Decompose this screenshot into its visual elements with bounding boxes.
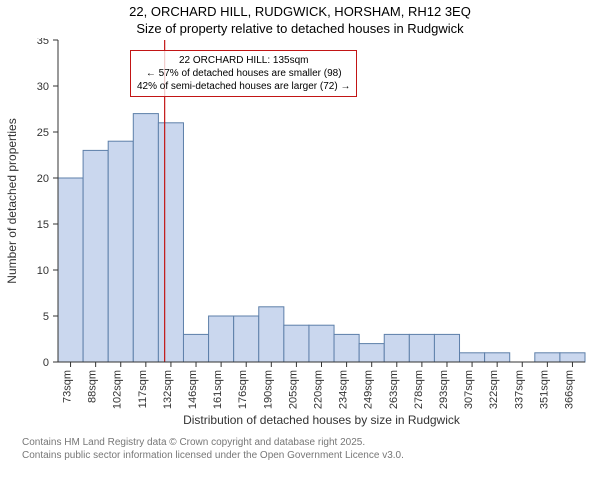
histogram-svg: 0 5 10 15 20 25 30 35 73sqm 88sqm 102sqm 117sqm 132s… xyxy=(0,38,600,434)
bar xyxy=(284,325,309,362)
y-tick-label: 5 xyxy=(43,311,49,323)
bar xyxy=(259,307,284,362)
annotation-line-1: 22 ORCHARD HILL: 135sqm xyxy=(137,54,350,67)
bar xyxy=(83,150,108,362)
bar xyxy=(158,123,183,362)
y-tick-label: 0 xyxy=(43,357,49,369)
bar xyxy=(108,141,133,362)
y-tick-label: 10 xyxy=(37,265,49,277)
y-tick-label: 30 xyxy=(37,81,49,93)
footer-block: Contains HM Land Registry data © Crown c… xyxy=(0,436,600,462)
bar xyxy=(535,353,560,362)
y-axis-label: Number of detached properties xyxy=(5,118,19,283)
y-tick-label: 25 xyxy=(37,127,49,139)
bar xyxy=(234,316,259,362)
x-tick-label: 307sqm xyxy=(463,370,475,409)
x-tick-label: 249sqm xyxy=(363,370,375,409)
x-tick-label: 146sqm xyxy=(187,370,199,409)
bar xyxy=(309,325,334,362)
bar xyxy=(58,178,83,362)
bar xyxy=(359,343,384,361)
x-tick-label: 73sqm xyxy=(62,370,74,403)
bar xyxy=(209,316,234,362)
bar xyxy=(560,353,585,362)
bar xyxy=(434,334,459,362)
bar xyxy=(334,334,359,362)
x-tick-label: 220sqm xyxy=(313,370,325,409)
x-tick-label: 322sqm xyxy=(488,370,500,409)
x-tick-label: 278sqm xyxy=(413,370,425,409)
x-tick-label: 161sqm xyxy=(212,370,224,409)
x-tick-label: 88sqm xyxy=(87,370,99,403)
x-tick-label: 263sqm xyxy=(388,370,400,409)
annotation-line-3: 42% of semi-detached houses are larger (… xyxy=(137,80,350,93)
x-tick-label: 366sqm xyxy=(563,370,575,409)
y-tick-label: 15 xyxy=(37,219,49,231)
bar xyxy=(460,353,485,362)
title-line-1: 22, ORCHARD HILL, RUDGWICK, HORSHAM, RH1… xyxy=(0,0,600,21)
y-tick-label: 20 xyxy=(37,173,49,185)
x-tick-label: 293sqm xyxy=(438,370,450,409)
bar xyxy=(485,353,510,362)
y-tick-label: 35 xyxy=(37,38,49,47)
bar xyxy=(409,334,434,362)
bar xyxy=(133,113,158,361)
x-axis-label: Distribution of detached houses by size … xyxy=(183,413,461,427)
x-tick-label: 102sqm xyxy=(112,370,124,409)
annotation-line-2: ← 57% of detached houses are smaller (98… xyxy=(137,67,350,80)
annotation-box: 22 ORCHARD HILL: 135sqm ← 57% of detache… xyxy=(130,50,357,97)
x-tick-label: 132sqm xyxy=(162,370,174,409)
x-tick-label: 351sqm xyxy=(538,370,550,409)
x-tick-label: 205sqm xyxy=(287,370,299,409)
x-tick-label: 337sqm xyxy=(513,370,525,409)
title-line-2: Size of property relative to detached ho… xyxy=(0,21,600,38)
x-tick-label: 234sqm xyxy=(338,370,350,409)
footer-line-2: Contains public sector information licen… xyxy=(22,449,600,462)
x-tick-label: 117sqm xyxy=(137,370,149,408)
bar xyxy=(183,334,208,362)
footer-line-1: Contains HM Land Registry data © Crown c… xyxy=(22,436,600,449)
chart-area: 0 5 10 15 20 25 30 35 73sqm 88sqm 102sqm 117sqm 132s… xyxy=(0,38,600,434)
bar xyxy=(384,334,409,362)
x-tick-label: 176sqm xyxy=(237,370,249,409)
title-block: 22, ORCHARD HILL, RUDGWICK, HORSHAM, RH1… xyxy=(0,0,600,38)
x-tick-label: 190sqm xyxy=(262,370,274,409)
